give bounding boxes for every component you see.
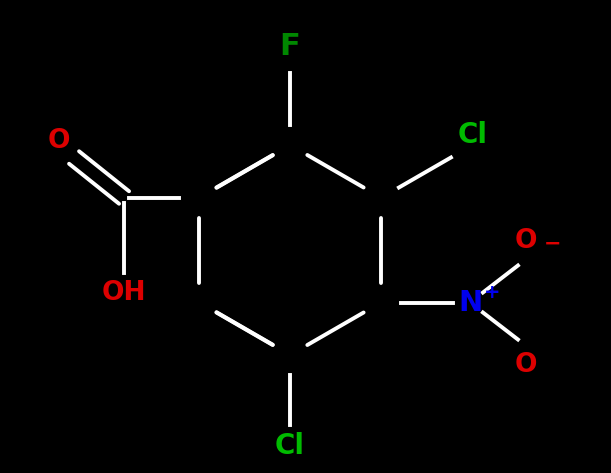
Text: N: N xyxy=(459,289,483,316)
Text: O: O xyxy=(514,351,537,377)
Text: F: F xyxy=(280,32,301,61)
Text: O: O xyxy=(48,128,70,154)
Text: O: O xyxy=(514,228,537,254)
Text: OH: OH xyxy=(102,280,146,306)
Text: Cl: Cl xyxy=(275,432,305,460)
Text: Cl: Cl xyxy=(458,121,488,149)
Text: −: − xyxy=(544,234,562,254)
Text: +: + xyxy=(484,283,500,302)
